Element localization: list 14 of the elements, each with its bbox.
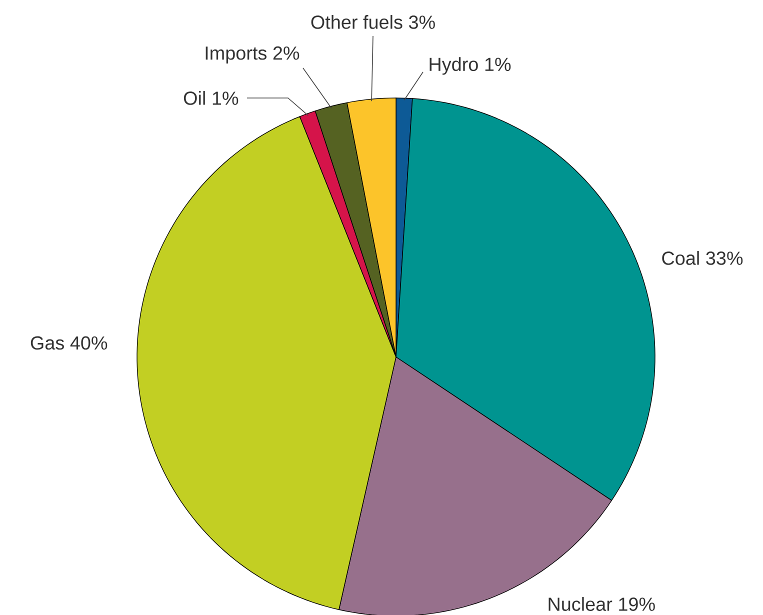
slice-label: Imports: [206, 46, 267, 64]
slice-label: Gas: [30, 336, 64, 350]
slice-label: Other fuels: [311, 15, 402, 29]
data-label: 1%: [485, 58, 511, 71]
data-label: 33%: [706, 252, 743, 265]
data-label: 3%: [408, 16, 435, 29]
data-label: 40%: [70, 336, 108, 350]
data-label: 2%: [273, 46, 300, 60]
slice-label: Oil: [184, 91, 205, 105]
slice-label: Nuclear: [548, 597, 612, 611]
data-label: 19%: [619, 598, 655, 611]
data-label: 1%: [212, 92, 238, 105]
slice-label: Coal: [662, 251, 699, 265]
slice-label: Hydro: [430, 57, 478, 75]
